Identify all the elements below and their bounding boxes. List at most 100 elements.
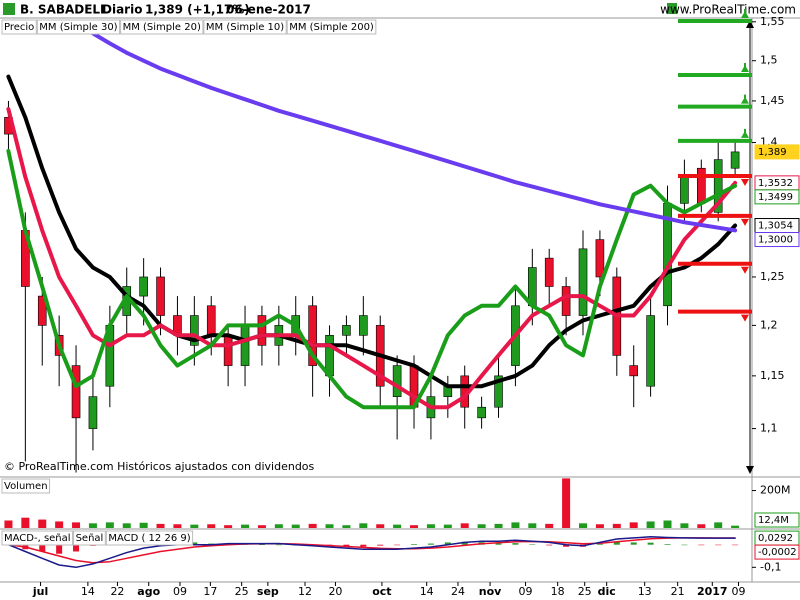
legend-label: MACD ( 12 26 9) xyxy=(108,533,190,544)
legend-box xyxy=(203,19,287,35)
candle-body xyxy=(544,257,554,287)
volume-bar xyxy=(88,523,97,528)
macd-line xyxy=(7,537,736,564)
macd-bar xyxy=(73,544,80,552)
volume-bar xyxy=(325,524,334,528)
value-tag-label: 1,3532 xyxy=(758,178,793,189)
macd-bar xyxy=(647,542,654,545)
macd-bar xyxy=(715,544,722,546)
macd-bar xyxy=(529,544,536,545)
macd-bar xyxy=(681,544,688,546)
macd-bar xyxy=(377,544,384,546)
x-tick-label: jul xyxy=(32,585,48,598)
x-tick-label: 12 xyxy=(298,585,312,598)
legend-label: MM (Simple 20) xyxy=(123,22,201,33)
value-tag xyxy=(754,544,800,560)
value-tag xyxy=(754,232,800,248)
y-tick-label: 1,2 xyxy=(760,318,778,331)
x-tick-label: 14 xyxy=(81,585,95,598)
moving-average xyxy=(6,107,738,410)
volume-bar xyxy=(342,525,351,528)
volume-bar xyxy=(663,520,672,528)
volume-bar xyxy=(274,524,283,528)
value-tag xyxy=(754,189,800,205)
volume-bar xyxy=(207,524,216,528)
x-tick-label: 18 xyxy=(551,585,565,598)
volume-bar xyxy=(393,524,402,528)
macd-bar xyxy=(613,541,620,545)
x-tick-label: 09 xyxy=(731,585,745,598)
volume-bar xyxy=(291,524,300,528)
x-tick-label: nov xyxy=(479,585,502,598)
x-tick-label: 22 xyxy=(110,585,124,598)
volume-bar xyxy=(139,522,148,528)
x-tick-label: 25 xyxy=(578,585,592,598)
x-tick-label: sep xyxy=(257,585,279,598)
footnote: © ProRealTime.com Históricos ajustados c… xyxy=(4,460,315,473)
macd-bar xyxy=(664,544,671,545)
y-tick-label: -0,1 xyxy=(760,560,781,573)
x-tick-label: ago xyxy=(137,585,160,598)
legend-label: MM (Simple 200) xyxy=(289,22,374,33)
volume-bar xyxy=(38,519,47,528)
legend-label: Precio xyxy=(4,22,34,33)
level-arrow xyxy=(741,128,749,138)
volume-bar xyxy=(156,523,165,528)
moving-average xyxy=(74,19,738,233)
volume-bar xyxy=(426,524,435,528)
candle-body xyxy=(308,305,317,366)
moving-average xyxy=(6,149,738,410)
volume-bar xyxy=(410,525,419,528)
legend-box xyxy=(1,478,51,494)
legend-label: MM (Simple 30) xyxy=(39,22,117,33)
x-tick-label: dic xyxy=(598,585,616,598)
volume-bar xyxy=(72,522,81,528)
value-tag-label: 1,3054 xyxy=(758,221,793,232)
volume-bar xyxy=(443,524,452,528)
x-tick-label: 14 xyxy=(420,585,434,598)
volume-bar xyxy=(21,517,30,528)
candle-body xyxy=(223,335,233,366)
candle-body xyxy=(730,151,740,169)
level-arrow xyxy=(741,266,749,274)
volume-bar xyxy=(359,523,368,528)
quote: 1,389 (+1,17%) xyxy=(145,3,250,17)
volume-bar xyxy=(579,523,588,528)
candle-body xyxy=(646,315,655,387)
volume-bar xyxy=(511,522,520,528)
y-tick-label: 200M xyxy=(760,484,791,497)
value-tag xyxy=(754,144,800,160)
macd-bar xyxy=(461,541,468,545)
volume-bar xyxy=(241,524,250,528)
candle-body xyxy=(240,325,250,366)
macd-bar xyxy=(39,544,46,552)
volume-bar xyxy=(612,523,621,528)
volume-bar xyxy=(714,522,723,528)
legend-label: Volumen xyxy=(4,481,48,492)
candle-body xyxy=(71,365,81,419)
volume-bar xyxy=(494,523,503,528)
legend-box xyxy=(120,19,204,35)
volume-bar xyxy=(173,524,182,528)
legend-box xyxy=(1,19,37,35)
volume-bar xyxy=(477,524,486,528)
level-arrow xyxy=(741,218,749,226)
x-tick-label: 09 xyxy=(173,585,187,598)
y-tick-label: 1,5 xyxy=(760,54,778,67)
x-tick-label: 13 xyxy=(638,585,652,598)
macd-bar xyxy=(698,544,705,546)
volume-bar xyxy=(680,523,689,528)
candle-body xyxy=(477,406,486,419)
legend-box xyxy=(1,530,74,546)
candle-body xyxy=(37,295,47,326)
volume-bar xyxy=(460,523,469,528)
candle-body xyxy=(156,276,165,316)
volume-bar xyxy=(697,524,706,528)
candle-body xyxy=(88,396,98,429)
macd-bar xyxy=(427,543,434,545)
instrument-name: B. SABADELL xyxy=(20,3,108,17)
candle-body xyxy=(257,315,267,346)
